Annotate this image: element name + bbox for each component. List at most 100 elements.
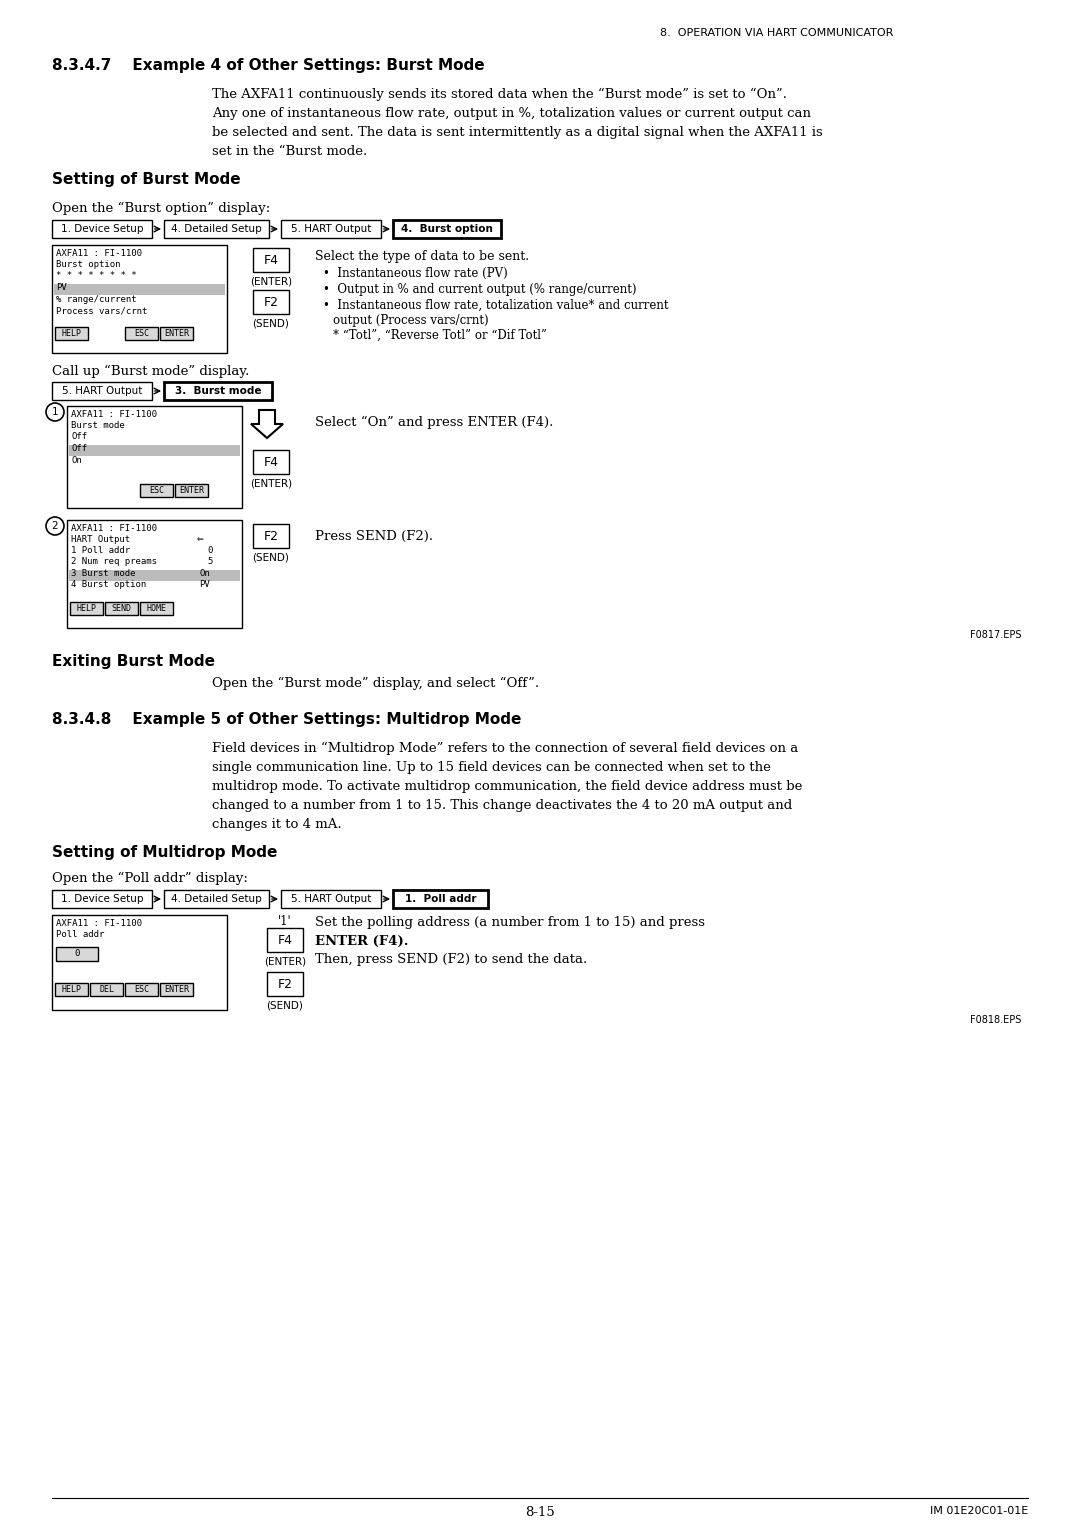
Bar — [140, 602, 173, 614]
Bar — [253, 248, 289, 272]
Text: ENTER (F4).: ENTER (F4). — [315, 935, 408, 947]
Text: multidrop mode. To activate multidrop communication, the field device address mu: multidrop mode. To activate multidrop co… — [212, 779, 802, 793]
Text: Burst option: Burst option — [56, 260, 121, 269]
Text: PV: PV — [56, 283, 67, 292]
Text: HOME: HOME — [147, 604, 166, 613]
Text: ENTER: ENTER — [164, 329, 189, 338]
Text: ENTER: ENTER — [164, 986, 189, 995]
Text: 1.  Poll addr: 1. Poll addr — [405, 894, 476, 905]
Text: 8.3.4.8    Example 5 of Other Settings: Multidrop Mode: 8.3.4.8 Example 5 of Other Settings: Mul… — [52, 712, 522, 727]
Bar — [281, 889, 381, 908]
Text: ⇐: ⇐ — [197, 533, 204, 544]
Text: 5. HART Output: 5. HART Output — [291, 894, 372, 905]
Text: HELP: HELP — [62, 986, 81, 995]
Text: 3.  Burst mode: 3. Burst mode — [175, 387, 261, 396]
Text: Off: Off — [71, 432, 87, 442]
Bar — [90, 983, 123, 996]
Text: 0: 0 — [75, 949, 80, 958]
Text: output (Process vars/crnt): output (Process vars/crnt) — [333, 313, 488, 327]
Bar — [164, 382, 272, 400]
Text: 8.  OPERATION VIA HART COMMUNICATOR: 8. OPERATION VIA HART COMMUNICATOR — [660, 28, 893, 38]
Text: AXFA11 : FI-1100: AXFA11 : FI-1100 — [56, 918, 141, 927]
Bar — [56, 947, 98, 961]
Text: single communication line. Up to 15 field devices can be connected when set to t: single communication line. Up to 15 fiel… — [212, 761, 771, 775]
Bar — [160, 983, 193, 996]
Bar — [267, 972, 303, 996]
Text: (ENTER): (ENTER) — [264, 957, 306, 966]
Text: 1: 1 — [52, 406, 58, 417]
Text: 2: 2 — [52, 521, 58, 532]
Text: Setting of Multidrop Mode: Setting of Multidrop Mode — [52, 845, 278, 860]
Text: 1. Device Setup: 1. Device Setup — [60, 225, 144, 234]
Text: HELP: HELP — [77, 604, 96, 613]
Bar — [164, 889, 269, 908]
Text: 8-15: 8-15 — [525, 1507, 555, 1519]
Bar — [175, 484, 208, 497]
Text: •  Instantaneous flow rate, totalization value* and current: • Instantaneous flow rate, totalization … — [323, 299, 669, 312]
Bar — [253, 290, 289, 313]
Text: Call up “Burst mode” display.: Call up “Burst mode” display. — [52, 365, 249, 379]
Text: Set the polling address (a number from 1 to 15) and press: Set the polling address (a number from 1… — [315, 915, 705, 929]
Bar — [55, 327, 87, 341]
Text: 4. Detailed Setup: 4. Detailed Setup — [171, 225, 261, 234]
Text: •  Output in % and current output (% range/current): • Output in % and current output (% rang… — [323, 283, 636, 296]
Text: 3 Burst mode: 3 Burst mode — [71, 568, 135, 578]
Bar — [164, 220, 269, 238]
Text: F2: F2 — [278, 978, 293, 990]
Text: Burst mode: Burst mode — [71, 422, 125, 429]
Text: Setting of Burst Mode: Setting of Burst Mode — [52, 173, 241, 186]
Text: Open the “Burst mode” display, and select “Off”.: Open the “Burst mode” display, and selec… — [212, 677, 539, 691]
Bar — [105, 602, 138, 614]
Text: (SEND): (SEND) — [253, 552, 289, 562]
Text: (SEND): (SEND) — [253, 318, 289, 329]
Text: 8.3.4.7    Example 4 of Other Settings: Burst Mode: 8.3.4.7 Example 4 of Other Settings: Bur… — [52, 58, 485, 73]
Bar — [67, 520, 242, 628]
Text: F2: F2 — [264, 530, 279, 542]
Text: ESC: ESC — [134, 329, 149, 338]
Text: 1 Poll addr: 1 Poll addr — [71, 545, 130, 555]
Text: Select “On” and press ENTER (F4).: Select “On” and press ENTER (F4). — [315, 416, 553, 429]
Text: F4: F4 — [264, 254, 279, 266]
Text: Poll addr: Poll addr — [56, 931, 105, 940]
Text: (SEND): (SEND) — [267, 999, 303, 1010]
Text: changed to a number from 1 to 15. This change deactivates the 4 to 20 mA output : changed to a number from 1 to 15. This c… — [212, 799, 793, 811]
Text: Press SEND (F2).: Press SEND (F2). — [315, 530, 433, 542]
Text: '1': '1' — [279, 915, 292, 927]
Text: The AXFA11 continuously sends its stored data when the “Burst mode” is set to “O: The AXFA11 continuously sends its stored… — [212, 89, 787, 101]
Text: 2 Num req preams: 2 Num req preams — [71, 558, 157, 565]
Text: (ENTER): (ENTER) — [249, 277, 292, 286]
Bar — [125, 983, 158, 996]
Text: F0818.EPS: F0818.EPS — [970, 1015, 1022, 1025]
Text: F4: F4 — [278, 934, 293, 946]
Bar — [52, 889, 152, 908]
Bar — [52, 244, 227, 353]
Text: 5. HART Output: 5. HART Output — [62, 387, 143, 396]
Bar — [253, 451, 289, 474]
Text: F4: F4 — [264, 455, 279, 469]
Text: AXFA11 : FI-1100: AXFA11 : FI-1100 — [71, 524, 157, 533]
Text: ESC: ESC — [149, 486, 164, 495]
Text: Exiting Burst Mode: Exiting Burst Mode — [52, 654, 215, 669]
Text: 5. HART Output: 5. HART Output — [291, 225, 372, 234]
Text: On: On — [71, 455, 82, 465]
Text: * “Totl”, “Reverse Totl” or “Dif Totl”: * “Totl”, “Reverse Totl” or “Dif Totl” — [333, 329, 546, 342]
Polygon shape — [251, 410, 283, 439]
Bar — [160, 327, 193, 341]
Text: On: On — [199, 568, 210, 578]
Bar — [267, 927, 303, 952]
Text: HART Output: HART Output — [71, 535, 130, 544]
Text: DEL: DEL — [99, 986, 114, 995]
Bar — [393, 220, 501, 238]
Text: Select the type of data to be sent.: Select the type of data to be sent. — [315, 251, 529, 263]
Bar — [281, 220, 381, 238]
Text: * * * * * * * *: * * * * * * * * — [56, 270, 137, 280]
Text: Field devices in “Multidrop Mode” refers to the connection of several field devi: Field devices in “Multidrop Mode” refers… — [212, 743, 798, 755]
Text: Open the “Poll addr” display:: Open the “Poll addr” display: — [52, 872, 248, 885]
Text: % range/current: % range/current — [56, 295, 137, 304]
Text: IM 01E20C01-01E: IM 01E20C01-01E — [930, 1507, 1028, 1516]
Bar — [125, 327, 158, 341]
Text: ESC: ESC — [134, 986, 149, 995]
Bar — [52, 382, 152, 400]
Bar — [52, 915, 227, 1010]
Text: SEND: SEND — [111, 604, 132, 613]
